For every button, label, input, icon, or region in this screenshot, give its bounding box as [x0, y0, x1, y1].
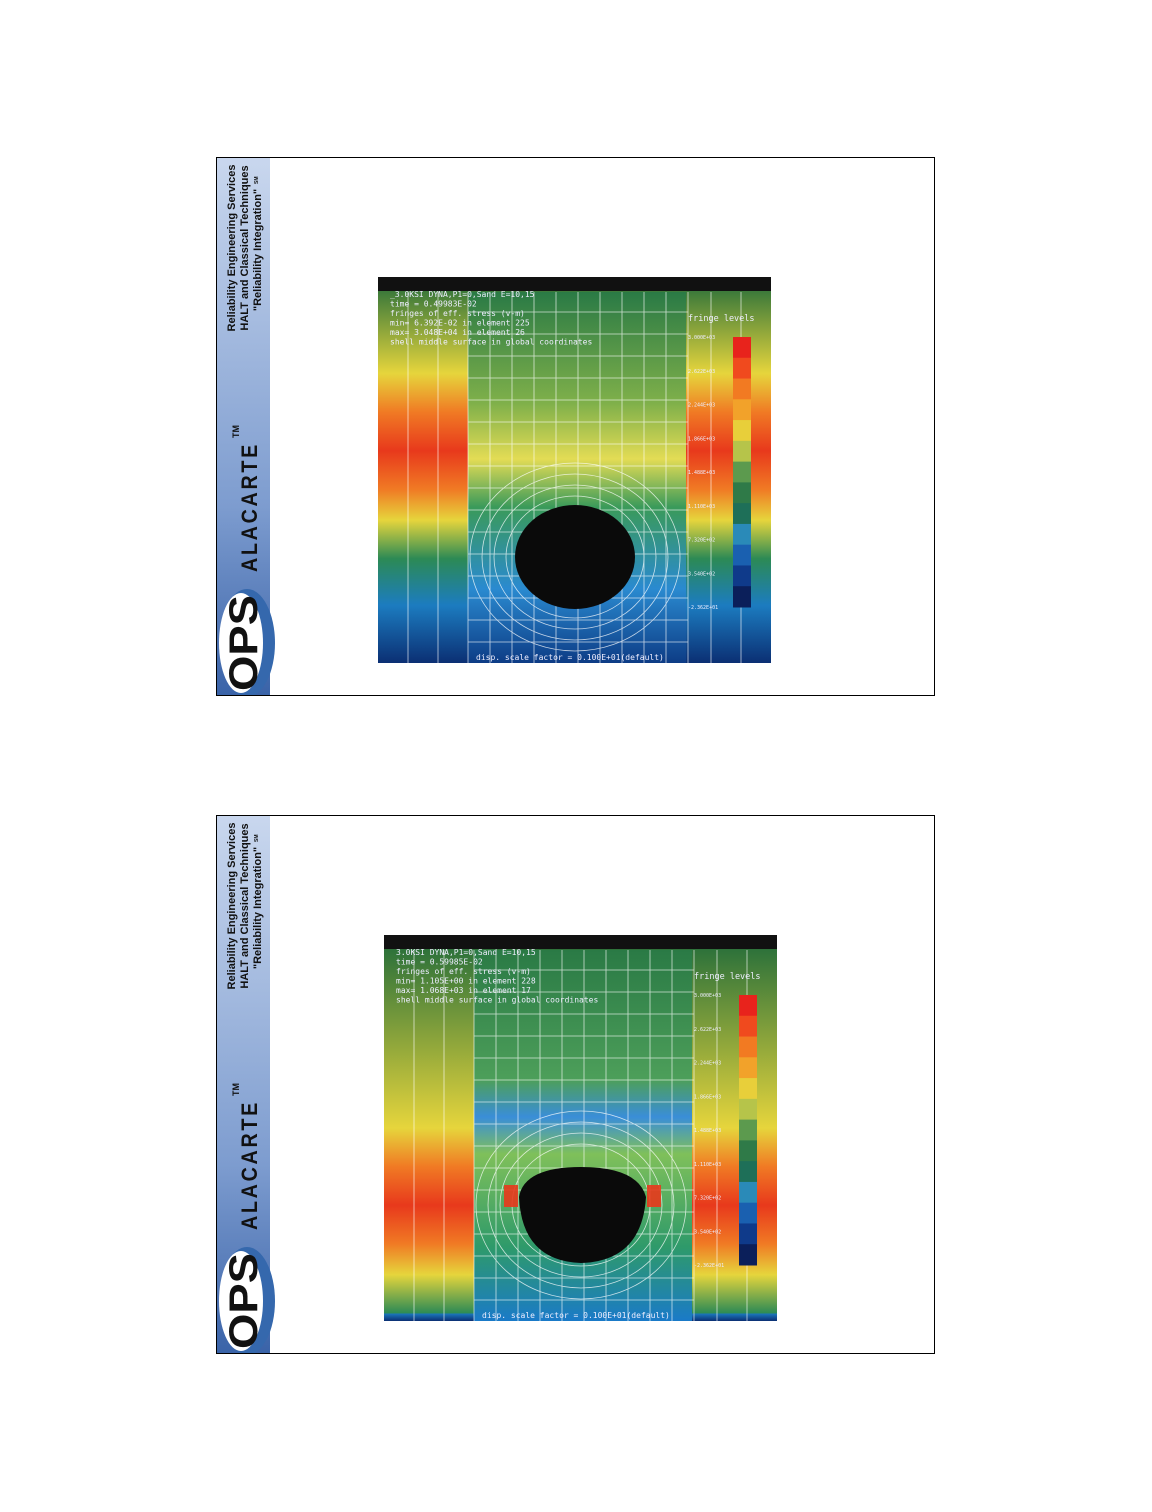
slide: Reliability Engineering Services HALT and…: [216, 815, 935, 1354]
legend-label: 1.110E+03: [688, 504, 715, 510]
footer: disp. scale factor = 0.100E+01(default): [482, 1311, 670, 1320]
legend-swatch: [733, 461, 751, 483]
brand: ALACARTE: [237, 442, 262, 572]
header-line: shell middle surface in global coordinat…: [390, 338, 592, 347]
legend-swatch: [739, 1119, 757, 1141]
legend-swatch: [733, 337, 751, 359]
legend-label: 1.488E+03: [694, 1128, 721, 1134]
header-line: max= 3.048E+04 in element 26: [390, 328, 525, 337]
header-line: max= 1.068E+03 in element 17: [396, 986, 531, 995]
legend-swatch: [739, 1181, 757, 1204]
sidebar-tagline: "Reliability Integration": [252, 847, 264, 969]
legend-label: 3.540E+02: [694, 1229, 721, 1235]
legend-swatch: [733, 399, 751, 421]
sidebar-tagline: HALT and Classical Techniques: [239, 165, 251, 330]
header-line: fringes of eff. stress (v-m): [396, 967, 531, 976]
legend-label: 1.110E+03: [694, 1162, 721, 1168]
sidebar-tagline: Reliability Engineering Services: [226, 165, 238, 332]
legend-title: fringe levels: [688, 314, 755, 324]
legend-label: 1.866E+03: [694, 1094, 721, 1100]
legend-label: 7.320E+02: [688, 538, 715, 544]
fea-top: [384, 935, 777, 949]
legend-label: 2.622E+03: [694, 1027, 721, 1033]
sidebar-tagline: Reliability Engineering Services: [226, 823, 238, 990]
legend-label: 1.488E+03: [688, 470, 715, 476]
service-mark: SM: [254, 835, 260, 843]
legend-swatch: [733, 523, 751, 546]
legend-swatch: [733, 586, 751, 608]
legend-swatch: [733, 440, 751, 463]
header-line: 3.0KSI DYNA,P1=0,Sand E=10,15: [396, 948, 536, 957]
hole: [515, 505, 635, 609]
legend-swatch: [739, 1078, 757, 1100]
legend-label: 2.244E+03: [694, 1061, 721, 1067]
legend-label: 2.622E+03: [688, 369, 715, 375]
legend-swatch: [733, 503, 751, 525]
legend-swatch: [733, 544, 751, 566]
legend-swatch: [739, 995, 757, 1017]
header-line: shell middle surface in global coordinat…: [396, 996, 598, 1005]
header-line: min= 6.392E-02 in element 225: [390, 319, 530, 328]
legend-swatch: [739, 1098, 757, 1121]
legend-swatch: [739, 1140, 757, 1162]
legend-swatch: [733, 482, 751, 504]
legend-label: 7.320E+02: [694, 1196, 721, 1202]
header-line: fringes of eff. stress (v-m): [390, 309, 525, 318]
legend-title: fringe levels: [694, 972, 761, 982]
mesh: [413, 950, 748, 1321]
legend-swatch: [739, 1036, 757, 1058]
fea-top: [378, 277, 771, 291]
mesh: [407, 292, 742, 663]
legend-swatch: [733, 378, 751, 400]
logo: OPS: [222, 595, 266, 691]
legend-swatch: [733, 420, 751, 442]
sidebar-tagline: HALT and Classical Techniques: [239, 823, 251, 988]
legend-label: -2.362E+01: [688, 605, 718, 611]
legend-swatch: [739, 1015, 757, 1038]
legend-label: 3.540E+02: [688, 571, 715, 577]
legend-swatch: [739, 1202, 757, 1224]
fea-center: [474, 950, 692, 1321]
hole: [519, 1167, 646, 1263]
slide-canvas: Reliability Engineering Services HALT and…: [217, 816, 777, 1353]
footer: disp. scale factor = 0.100E+01(default): [476, 653, 664, 662]
legend-swatch: [733, 565, 751, 587]
header-line: _3.0KSI DYNA,P1=0,Sand E=10,15: [390, 290, 535, 299]
legend-label: 2.244E+03: [688, 403, 715, 409]
legend-swatch: [739, 1057, 757, 1079]
slide-canvas: Reliability Engineering Services HALT and…: [217, 158, 771, 695]
legend-label: 1.866E+03: [688, 436, 715, 442]
legend-swatch: [733, 357, 751, 380]
slide: Reliability Engineering Services HALT and…: [216, 157, 935, 696]
header-line: min= 1.105E+00 in element 228: [396, 977, 536, 986]
brand: ALACARTE: [237, 1100, 262, 1230]
legend-label: -2.362E+01: [694, 1263, 724, 1269]
legend-label: 3.000E+03: [694, 993, 721, 999]
service-mark: SM: [254, 177, 260, 185]
logo: OPS: [222, 1253, 266, 1349]
legend-swatch: [739, 1244, 757, 1266]
header-line: time = 0.59985E-02: [396, 958, 483, 967]
legend-swatch: [739, 1161, 757, 1183]
legend-swatch: [739, 1223, 757, 1245]
legend-label: 3.000E+03: [688, 335, 715, 341]
header-line: time = 0.49983E-02: [390, 300, 477, 309]
trademark: TM: [231, 425, 241, 438]
sidebar-tagline: "Reliability Integration": [252, 189, 264, 311]
trademark: TM: [231, 1083, 241, 1096]
